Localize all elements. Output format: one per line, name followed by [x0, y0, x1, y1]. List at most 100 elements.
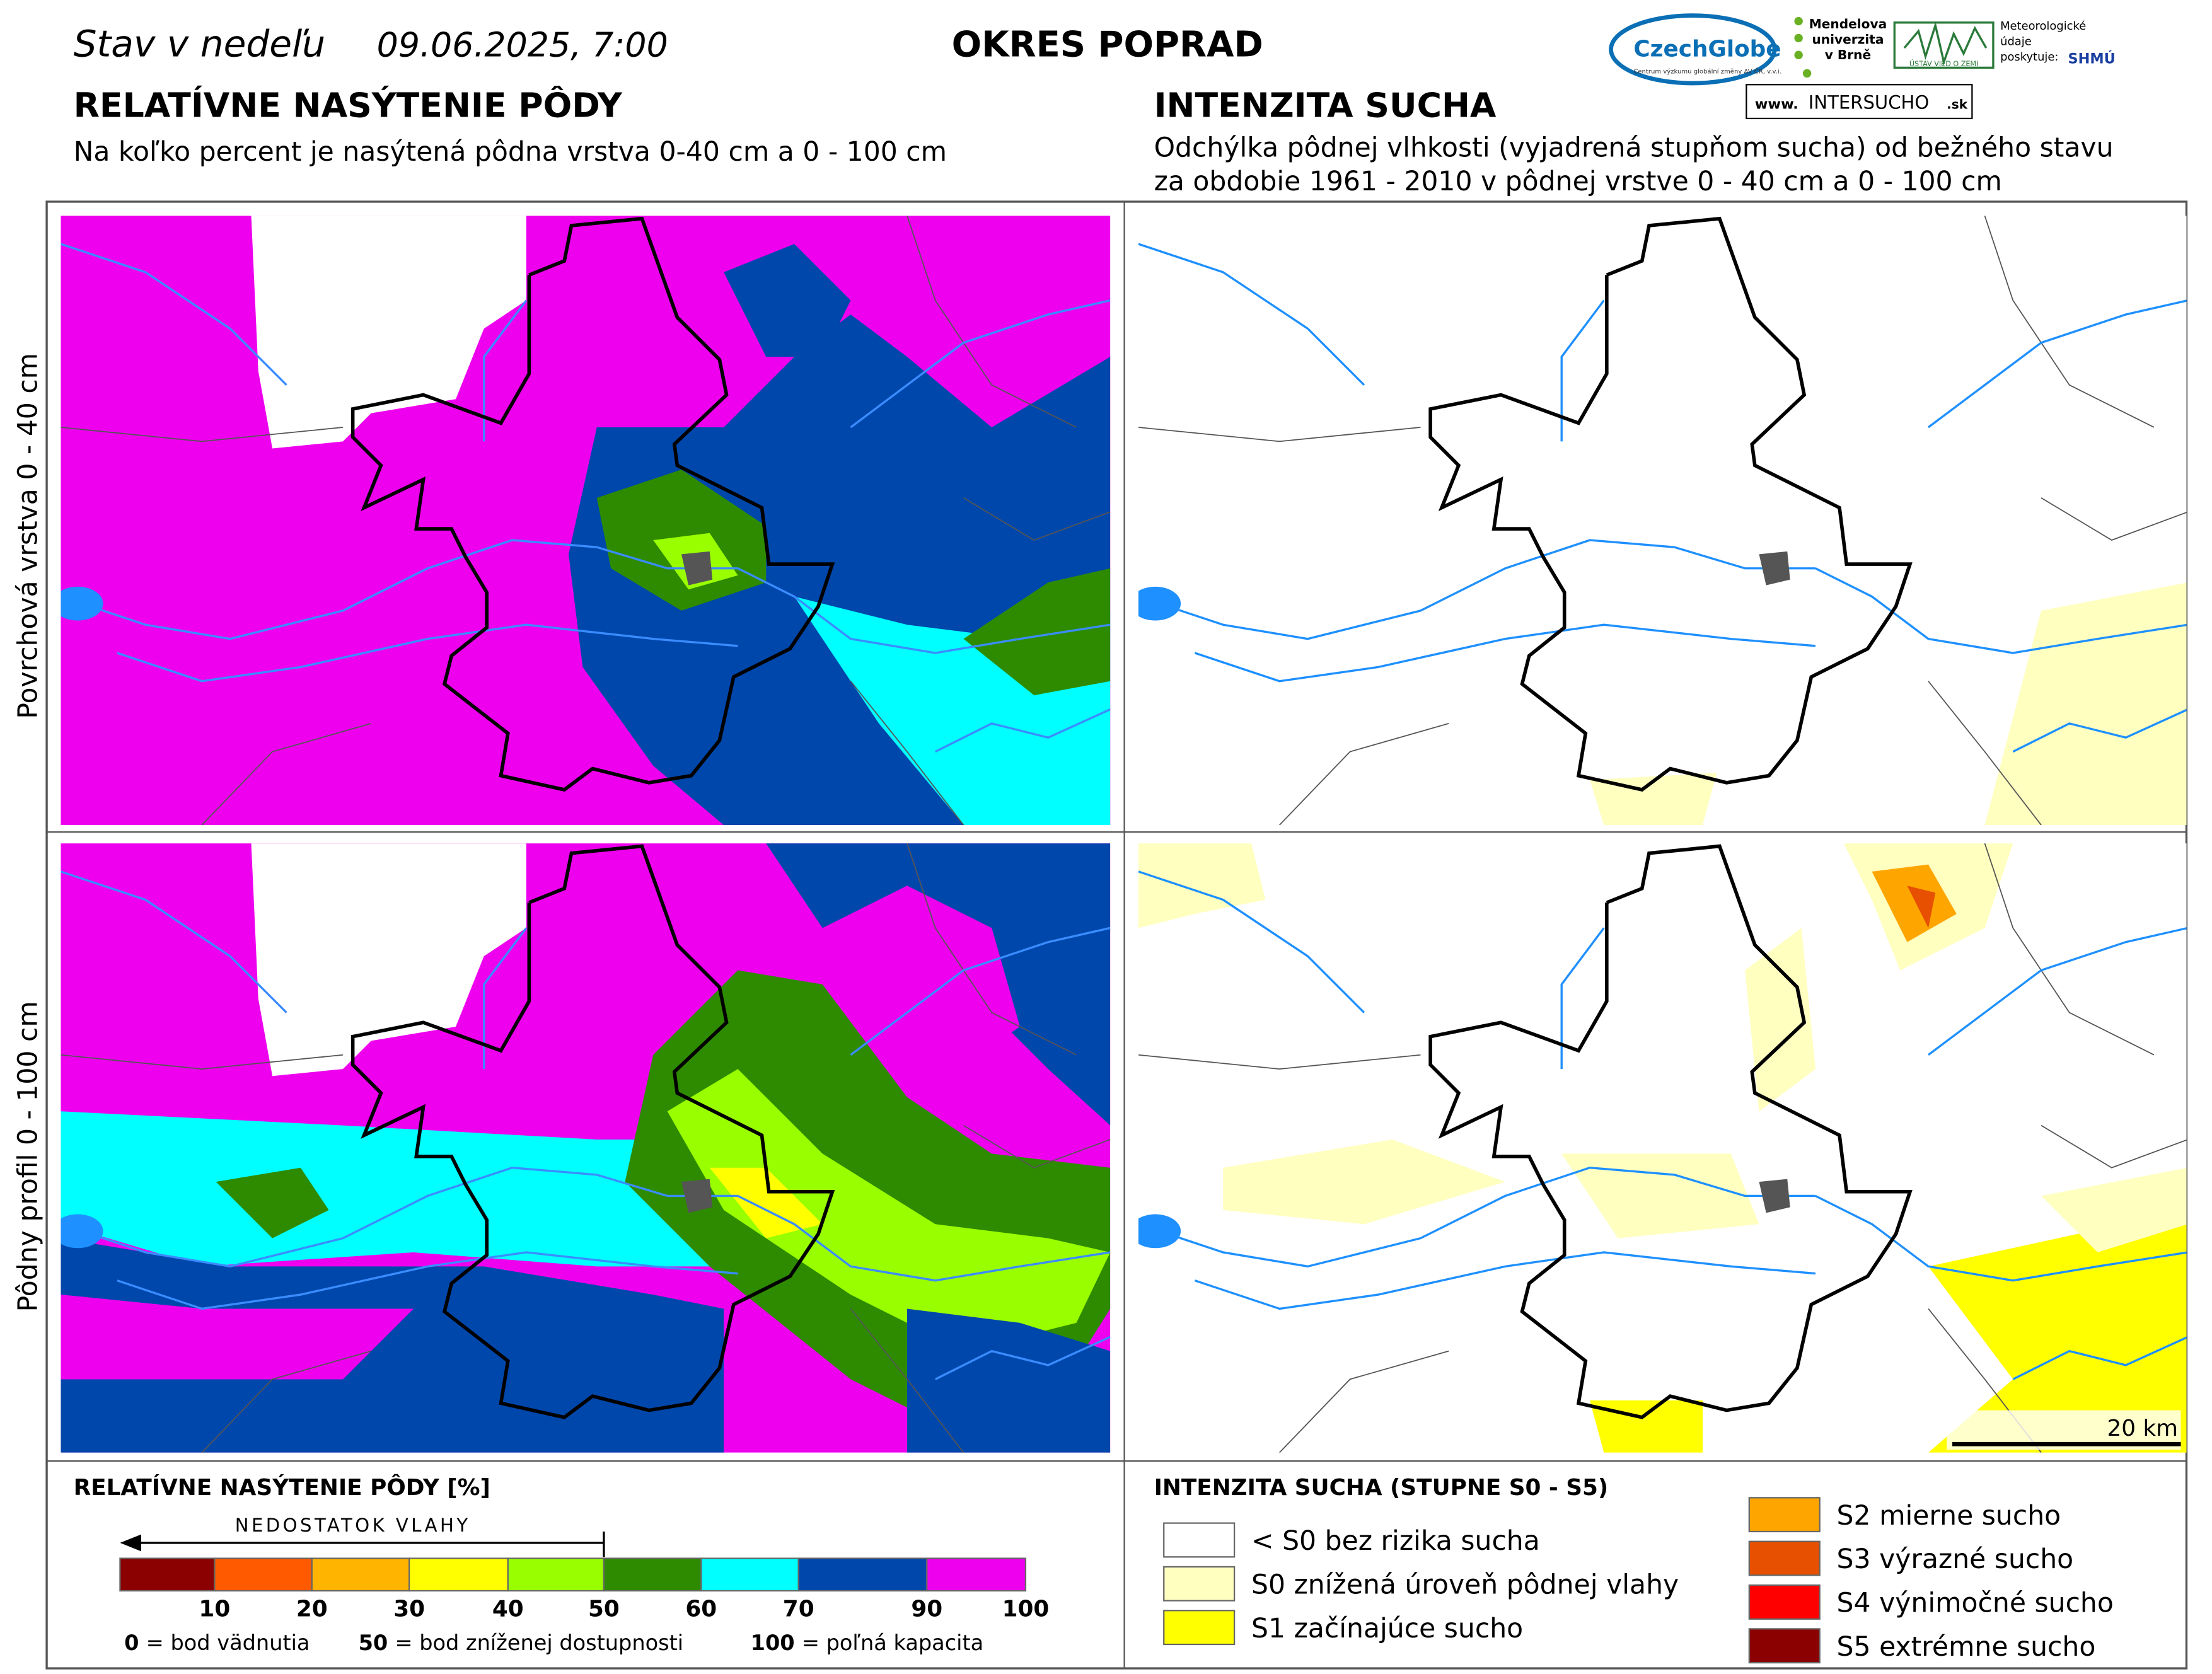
map-river [935, 708, 1111, 753]
legend-tick: 100 [1002, 1596, 1050, 1622]
map-river [935, 1336, 1111, 1380]
map-river [850, 926, 1111, 1056]
logo-mendel: v Brně [1825, 47, 1871, 62]
right-subtitle: Odchýlka pôdnej vlhkosti (vyjadrená stup… [1154, 132, 2114, 163]
maps [61, 216, 2187, 1453]
map-river [1560, 927, 1605, 1070]
map-river [483, 299, 528, 442]
map-panel [1138, 216, 2187, 825]
logo-meteo: údaje [2000, 35, 2032, 49]
map-boundary [850, 1308, 964, 1453]
legend-label: S4 výnimočné sucho [1837, 1588, 2114, 1619]
map-area [61, 1238, 724, 1453]
legend-note-text: = bod vädnutia [146, 1631, 310, 1655]
district-border [350, 216, 835, 792]
map-area [251, 216, 526, 449]
map-area [1561, 1153, 1759, 1238]
legend-tick: 20 [296, 1596, 328, 1622]
map-boundary [2041, 497, 2187, 541]
legend-swatch [214, 1557, 313, 1592]
legend-swatch [408, 1557, 509, 1592]
legend-swatch [119, 1557, 216, 1592]
scale-label: 20 km [2107, 1416, 2179, 1441]
map-panel [61, 216, 1111, 825]
map-boundary [61, 427, 344, 442]
map-river [1815, 567, 2187, 654]
legend-swatch [1748, 1584, 1821, 1620]
legend-swatch [797, 1557, 928, 1592]
map-lake [61, 1214, 103, 1249]
map-city [1759, 551, 1790, 586]
legend-title: INTENZITA SUCHA (STUPNE S0 - S5) [1154, 1475, 1609, 1501]
map-area [216, 1167, 329, 1238]
legend-label: S1 začínajúce sucho [1251, 1613, 1523, 1644]
map-city [681, 551, 713, 586]
map-boundary [2041, 1124, 2187, 1169]
district-border [1428, 216, 1913, 792]
legend-swatch [603, 1557, 702, 1592]
map-river [2012, 1336, 2187, 1380]
logo-usz: ÚSTAV VIED O ZEMI [1909, 60, 1979, 68]
legend-label: S5 extrémne sucho [1837, 1632, 2096, 1663]
legend-swatch [1748, 1540, 1821, 1576]
logo-czechglobe: CzechGlobe [1633, 37, 1781, 62]
legend-swatch [700, 1557, 799, 1592]
map-river [1560, 299, 1605, 442]
logo-meteo: Meteorologické [2000, 20, 2086, 33]
map-river [1138, 539, 1815, 640]
legend-label: S0 znížená úroveň pôdnej vlahy [1251, 1569, 1679, 1600]
legend-note-key: 100 [751, 1631, 795, 1655]
map-boundary [1138, 427, 1421, 442]
map-river [1815, 1194, 2187, 1282]
map-area [1223, 1139, 1505, 1225]
map-city [1759, 1179, 1790, 1213]
map-river [850, 299, 1111, 429]
map-lake [1138, 586, 1181, 621]
map-river [2012, 708, 2187, 753]
map-area [963, 568, 1111, 696]
row-label: Povrchová vrstva 0 - 40 cm [13, 353, 43, 719]
map-river [117, 623, 738, 683]
legend-tick: 10 [199, 1596, 230, 1622]
map-area [1984, 582, 2187, 825]
map-river [1927, 927, 2187, 1056]
map-area [1745, 928, 1815, 1112]
map-river [1138, 1167, 1815, 1268]
map-river [61, 1167, 738, 1268]
map-area [907, 1308, 1111, 1453]
legend-title: RELATÍVNE NASÝTENIE PÔDY [%] [74, 1474, 490, 1501]
map-boundary [1928, 681, 2042, 825]
logo-czechglobe-sub: Centrum výzkumu globální změny AV ČR, v.… [1633, 67, 1781, 75]
legend-swatch [1163, 1566, 1236, 1602]
map-lake [1138, 1214, 1181, 1249]
legend-swatch [1748, 1497, 1821, 1533]
legend-note-key: 50 [359, 1631, 388, 1655]
map-area [667, 1069, 1111, 1351]
map-area [724, 244, 851, 357]
legend-left: 10 20 30 40 50 60 70 90 100 0 = bod vädnutia 50 = bo… [119, 1557, 1050, 1655]
logo-mendel: univerzita [1812, 32, 1884, 47]
map-area [1872, 864, 1957, 942]
district-border [350, 844, 835, 1419]
map-river [1194, 623, 1816, 683]
map-area [1138, 843, 1266, 928]
map-area [822, 886, 1021, 1083]
arrow-label: NEDOSTATOK VLAHY [235, 1515, 471, 1536]
logo-shmu: SHMÚ [2068, 50, 2116, 67]
legend-tick: 40 [492, 1596, 524, 1622]
map-area [1907, 886, 1936, 928]
legend-right: < S0 bez rizika sucha S0 znížená úroveň p… [1163, 1497, 2114, 1664]
legend-note: 50 = bod zníženej dostupnosti [359, 1631, 684, 1655]
date: 09.06.2025, 7:00 [377, 25, 668, 65]
map-river [737, 567, 1111, 654]
legend-label: < S0 bez rizika sucha [1251, 1526, 1540, 1557]
logo-sk: .sk [1947, 96, 1968, 112]
map-river [1138, 243, 1365, 386]
map-area [61, 1295, 414, 1380]
logo-www: www. [1755, 96, 1798, 112]
map-area [2041, 1168, 2187, 1252]
map-boundary [850, 681, 964, 825]
legend-note-text: = poľná kapacita [802, 1631, 983, 1655]
map-river [1927, 299, 2187, 429]
